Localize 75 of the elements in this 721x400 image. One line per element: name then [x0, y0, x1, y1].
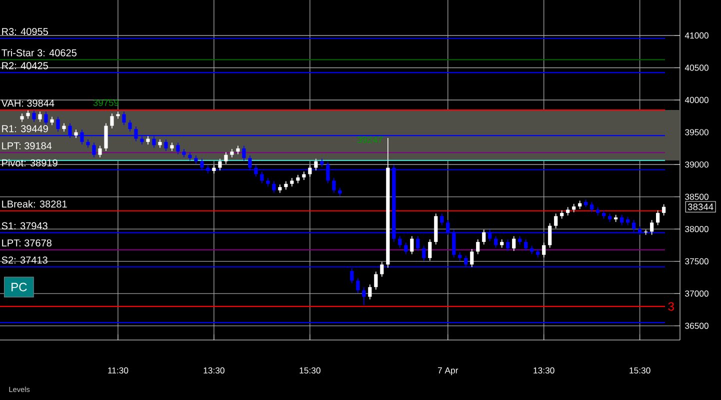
- candlestick: [416, 236, 420, 252]
- candlestick: [38, 111, 42, 122]
- candlestick: [512, 236, 516, 252]
- y-tick-label: 41000: [684, 32, 708, 39]
- candlestick: [104, 122, 108, 152]
- ref-line-label: Tri-Star 3: 40625: [2, 49, 76, 56]
- annotation: 3: [668, 302, 674, 311]
- ref-line-label: R3: 40955: [2, 28, 48, 36]
- ref-line-label: R1: 39449: [2, 125, 48, 132]
- y-tick-label: 39000: [685, 161, 708, 168]
- candlestick: [164, 138, 168, 152]
- x-tick-label: 15:30: [300, 367, 320, 374]
- candlestick: [308, 164, 312, 178]
- candlestick: [356, 278, 360, 294]
- candlestick: [128, 120, 132, 132]
- x-tick-label: 13:30: [204, 367, 224, 374]
- y-tick-label: 38500: [685, 194, 708, 200]
- candlestick: [650, 220, 654, 236]
- candlestick: [428, 238, 432, 262]
- candlestick: [242, 145, 246, 162]
- ref-line-label: LBreak: 38281: [2, 200, 67, 208]
- candlestick: [620, 214, 624, 226]
- candlestick: [542, 242, 546, 258]
- candlestick: [176, 142, 180, 155]
- candlestick: [410, 236, 414, 255]
- candlestick: [98, 145, 102, 158]
- candlestick: [380, 262, 384, 278]
- candlestick: [548, 222, 552, 248]
- candlestick: [656, 210, 660, 226]
- candlestick: [32, 110, 36, 122]
- x-tick-label: 13:30: [534, 367, 554, 374]
- candlestick: [494, 236, 498, 248]
- ref-line-label: LPT: 39184: [2, 142, 52, 150]
- ref-line-label: LPT: 37678: [2, 239, 52, 246]
- candlestick: [470, 248, 474, 268]
- candlestick: [368, 284, 372, 300]
- candlestick: [122, 111, 126, 126]
- candlestick: [506, 238, 510, 252]
- candlestick: [314, 158, 318, 171]
- ref-line-label: VAH: 39844: [1, 100, 54, 107]
- y-tick-label: 40500: [684, 64, 708, 71]
- candlestick: [224, 152, 228, 164]
- candlestick: [404, 242, 408, 255]
- ref-line-label: Pivot: 38919: [2, 159, 58, 166]
- x-tick-label: 7 Apr: [438, 367, 458, 376]
- candlestick: [218, 158, 222, 171]
- annotation: PC: [12, 282, 27, 292]
- ref-line-label: S1: 37943: [2, 222, 48, 230]
- candlestick: [44, 111, 48, 126]
- x-tick-label: 15:30: [630, 367, 650, 374]
- candlestick: [482, 229, 486, 245]
- candlestick: [398, 236, 402, 248]
- candlestick: [662, 204, 666, 216]
- candlestick: [374, 271, 378, 290]
- y-tick-label: 37000: [685, 290, 708, 297]
- candlestick: [110, 113, 114, 129]
- candlestick: [422, 245, 426, 262]
- candlestick: [554, 213, 558, 229]
- x-tick-label: 11:30: [108, 367, 128, 374]
- candlestick: [590, 202, 594, 213]
- candlestick: [92, 142, 96, 158]
- candlestick: [440, 213, 444, 226]
- candlestick: [476, 238, 480, 255]
- candlestick: [524, 238, 528, 252]
- annotation: 39247: [357, 136, 382, 143]
- text: 38344: [688, 204, 714, 210]
- candlestick: [56, 116, 60, 132]
- y-tick-label: 39500: [685, 129, 708, 136]
- y-tick-label: 36500: [685, 322, 708, 329]
- y-tick-label: 38000: [685, 226, 708, 232]
- y-tick-label: 37500: [685, 258, 708, 264]
- y-tick-label: 40000: [684, 96, 708, 104]
- candlestick: [332, 178, 336, 194]
- candlestick: [362, 286, 366, 306]
- candlestick: [272, 180, 276, 194]
